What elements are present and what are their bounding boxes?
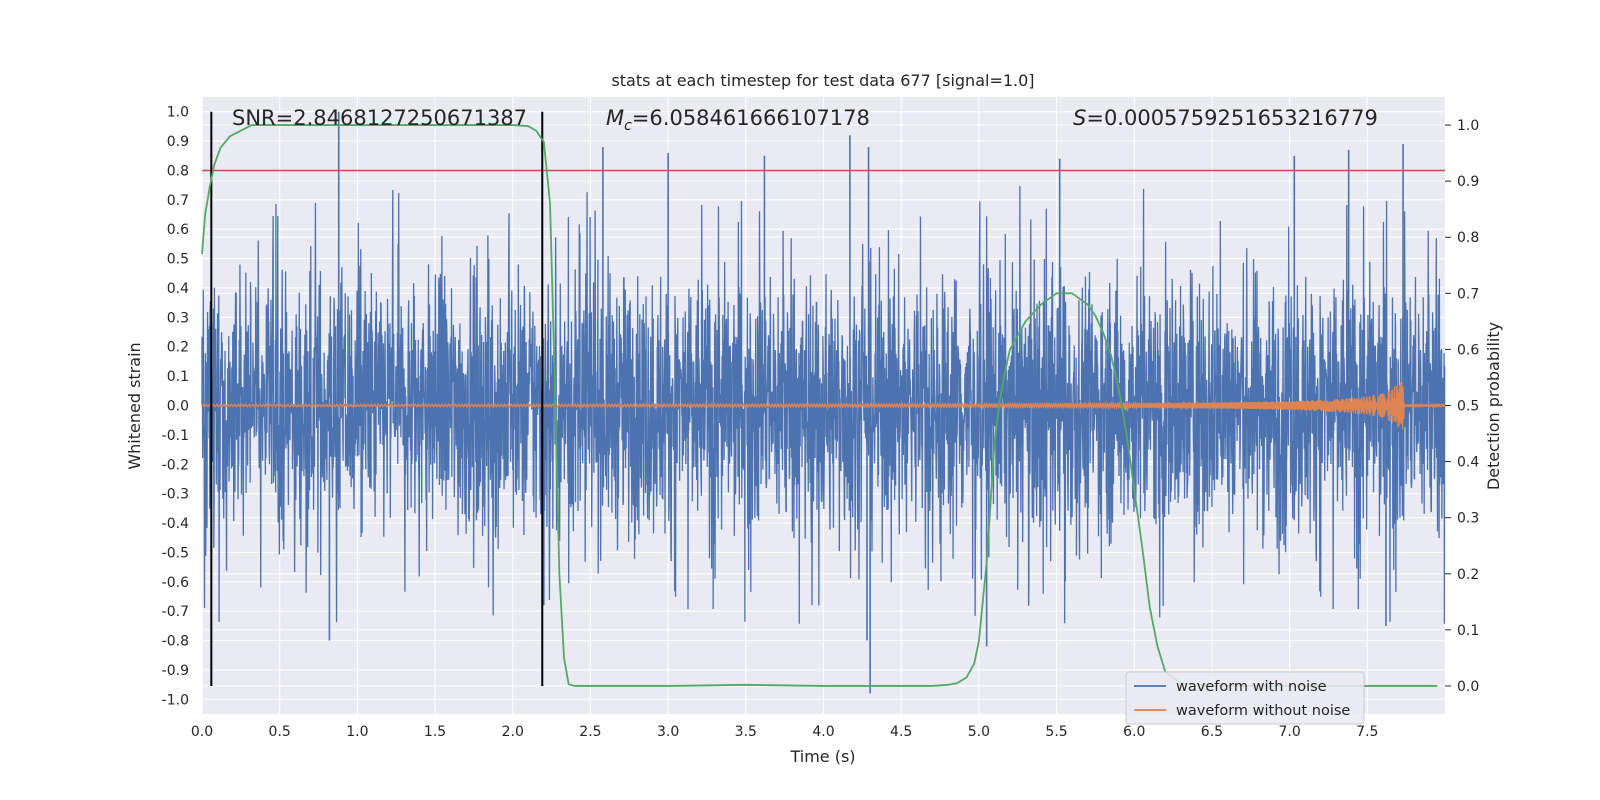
y-tick-label: 0.0 <box>167 399 189 415</box>
chirp-mass-annotation: Mc=6.058461666107178 <box>606 106 870 134</box>
y-tick-label: 0.2 <box>167 340 189 356</box>
y-tick-label: -0.3 <box>162 487 189 503</box>
y-tick-label: 0.3 <box>167 310 189 326</box>
y-tick-label: 0.8 <box>167 163 189 179</box>
x-tick-label: 0.0 <box>191 724 213 740</box>
legend-box <box>1125 671 1365 725</box>
y-tick-label: -0.2 <box>162 457 189 473</box>
y2-tick-label: 0.1 <box>1457 623 1479 639</box>
clean-trace <box>201 382 1446 430</box>
y-tick-label: 0.4 <box>167 281 189 297</box>
x-tick-label: 1.0 <box>346 724 368 740</box>
x-tick-label: 2.5 <box>579 724 601 740</box>
y2-tick-label: 0.6 <box>1457 342 1479 358</box>
y-tick-label: 0.7 <box>167 193 189 209</box>
y-tick-label: 0.9 <box>167 134 189 150</box>
y2-tick-label: 1.0 <box>1457 118 1479 134</box>
x-tick-label: 2.0 <box>502 724 524 740</box>
chart-title: stats at each timestep for test data 677… <box>611 71 1034 90</box>
y-tick-label: 0.5 <box>167 252 189 268</box>
y2-tick-label: 0.5 <box>1457 399 1479 415</box>
x-tick-label: 0.5 <box>269 724 291 740</box>
x-tick-label: 5.0 <box>968 724 990 740</box>
x-tick-label: 1.5 <box>424 724 446 740</box>
y-tick-label: -0.6 <box>162 575 189 591</box>
x-tick-label: 5.5 <box>1045 724 1067 740</box>
y2-axis-label: Detection probability <box>1484 322 1503 490</box>
x-axis-label: Time (s) <box>789 747 855 766</box>
legend-label-noise: waveform with noise <box>1176 679 1327 695</box>
y2-tick-label: 0.4 <box>1457 455 1479 471</box>
x-tick-label: 3.0 <box>657 724 679 740</box>
legend-label-clean: waveform without noise <box>1176 703 1350 719</box>
y2-tick-label: 0.8 <box>1457 230 1479 246</box>
x-tick-label: 6.0 <box>1123 724 1145 740</box>
y-tick-label: 1.0 <box>167 105 189 121</box>
x-tick-label: 4.5 <box>890 724 912 740</box>
series-waveform-without-noise <box>201 382 1446 430</box>
y2-tick-label: 0.3 <box>1457 511 1479 527</box>
y-tick-label: 0.1 <box>167 369 189 385</box>
x-tick-label: 6.5 <box>1201 724 1223 740</box>
y-tick-label: -0.8 <box>162 634 189 650</box>
series-detection-probability <box>201 124 1438 687</box>
y-tick-label: -1.0 <box>162 692 189 708</box>
y2-tick-label: 0.0 <box>1457 679 1479 695</box>
x-tick-label: 7.5 <box>1356 724 1378 740</box>
snr-annotation: SNR=2.8468127250671387 <box>232 106 527 130</box>
y-tick-label: -0.7 <box>162 604 189 620</box>
y2-tick-label: 0.9 <box>1457 174 1479 190</box>
y2-tick-label: 0.7 <box>1457 286 1479 302</box>
axis-ticks: 0.0 0.5 1.0 1.5 2.0 2.5 3.0 3.5 4.0 4.5 5.0 5.5 6.0 6… <box>162 105 1480 740</box>
x-tick-label: 4.0 <box>812 724 834 740</box>
y-tick-label: -0.4 <box>162 516 189 532</box>
y-tick-label: -0.9 <box>162 663 189 679</box>
detection-markers <box>202 111 1445 686</box>
y-tick-label: -0.5 <box>162 545 189 561</box>
x-tick-label: 3.5 <box>735 724 757 740</box>
noise-trace <box>201 185 1446 624</box>
y-axis-label: Whitened strain <box>125 342 144 469</box>
y-tick-label: -0.1 <box>162 428 189 444</box>
legend: waveform with noise waveform without noi… <box>1125 671 1365 725</box>
s-annotation: S=0.0005759251653216779 <box>1073 106 1378 130</box>
y-tick-label: 0.6 <box>167 222 189 238</box>
x-tick-label: 7.0 <box>1278 724 1300 740</box>
series-waveform-with-noise <box>201 111 1446 694</box>
probability-line <box>201 124 1438 687</box>
y2-tick-label: 0.2 <box>1457 567 1479 583</box>
